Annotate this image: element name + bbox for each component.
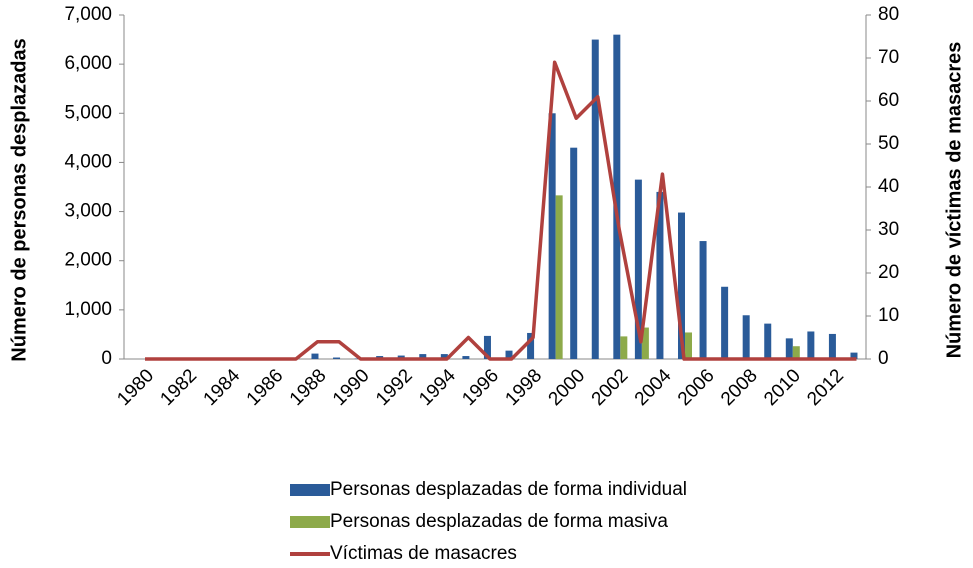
x-tick-label: 2008 <box>717 365 762 410</box>
legend-label: Personas desplazadas de forma masiva <box>330 511 668 532</box>
y-tick-label: 1,000 <box>64 299 112 320</box>
bar <box>591 39 599 359</box>
x-tick-label: 1980 <box>113 365 158 410</box>
bar <box>685 332 692 359</box>
y-axis-title: Número de personas desplazadas <box>8 38 30 361</box>
bar <box>462 356 470 359</box>
y-tick-label: 0 <box>101 348 112 369</box>
x-tick-label: 1990 <box>329 365 374 410</box>
bar <box>807 331 815 359</box>
bar <box>792 346 800 359</box>
bar <box>620 336 628 359</box>
x-tick-label: 1982 <box>156 365 201 410</box>
y2-tick-label: 40 <box>878 176 899 197</box>
x-tick-label: 1992 <box>372 365 417 410</box>
bar <box>742 315 750 359</box>
y-tick-label: 6,000 <box>64 53 112 74</box>
bar <box>678 212 685 359</box>
y-tick-label: 7,000 <box>64 4 112 25</box>
y2-axis-title: Número de víctimas de masacres <box>943 42 965 359</box>
y2-tick-label: 70 <box>878 47 899 68</box>
y2-tick-label: 50 <box>878 133 899 154</box>
legend-swatch <box>290 516 330 528</box>
legend-label: Personas desplazadas de forma individual <box>330 479 687 500</box>
bar <box>548 113 556 360</box>
y-tick-label: 2,000 <box>64 250 112 271</box>
bar <box>656 191 664 359</box>
x-tick-label: 1994 <box>415 365 460 410</box>
legend-label: Víctimas de masacres <box>330 543 517 564</box>
bar <box>570 147 578 359</box>
y-tick-label: 3,000 <box>64 201 112 222</box>
bar <box>311 353 319 359</box>
y2-tick-label: 20 <box>878 262 899 283</box>
bar <box>634 179 642 359</box>
x-tick-label: 2006 <box>674 365 719 410</box>
legend-swatch <box>290 484 330 496</box>
bar <box>440 354 448 359</box>
y2-tick-label: 60 <box>878 90 899 111</box>
y-tick-label: 5,000 <box>64 102 112 123</box>
bar <box>764 323 772 359</box>
y-tick-label: 4,000 <box>64 151 112 172</box>
x-tick-label: 2010 <box>760 365 805 410</box>
bar <box>527 332 535 359</box>
bar <box>721 286 729 359</box>
bar <box>641 327 649 359</box>
x-tick-label: 2000 <box>545 365 590 410</box>
x-tick-label: 1996 <box>458 365 503 410</box>
x-tick-label: 1984 <box>200 365 245 410</box>
bar <box>850 352 858 359</box>
bar <box>483 335 491 359</box>
bar <box>699 241 707 359</box>
bar <box>785 338 793 359</box>
x-tick-label: 2012 <box>803 365 848 410</box>
bar <box>419 354 427 359</box>
x-tick-label: 1988 <box>286 365 331 410</box>
y2-tick-label: 0 <box>878 348 889 369</box>
bar <box>555 195 563 359</box>
x-tick-label: 2004 <box>631 365 676 410</box>
bar <box>613 34 621 360</box>
bar <box>333 357 341 359</box>
bar <box>505 350 513 359</box>
y2-tick-label: 30 <box>878 219 899 240</box>
line <box>145 60 857 361</box>
y2-tick-label: 10 <box>878 305 899 326</box>
y2-tick-label: 80 <box>878 4 899 25</box>
x-tick-label: 1986 <box>243 365 288 410</box>
x-tick-label: 1998 <box>501 365 546 410</box>
bar <box>828 333 836 359</box>
x-tick-label: 2002 <box>588 365 633 410</box>
